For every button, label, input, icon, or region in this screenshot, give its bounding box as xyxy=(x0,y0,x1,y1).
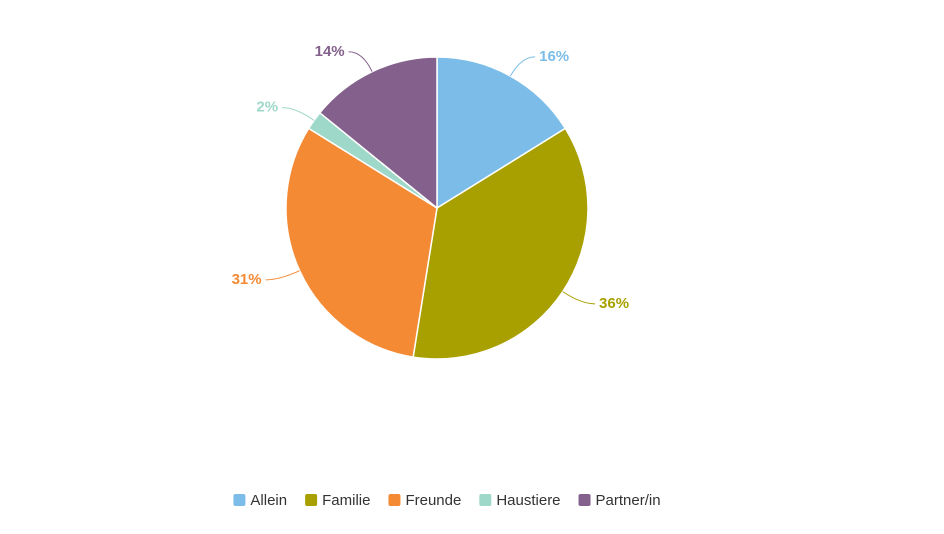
legend-label: Allein xyxy=(250,492,287,509)
legend-label: Freunde xyxy=(405,492,461,509)
pie-slice xyxy=(436,56,567,210)
data-label: 14% xyxy=(315,43,345,60)
legend-swatch xyxy=(388,494,401,506)
leader-line xyxy=(282,107,315,121)
data-label: 2% xyxy=(256,99,278,116)
legend: Allein Familie Freunde Haustiere Partner/in xyxy=(233,492,661,509)
legend-label: Haustiere xyxy=(496,492,560,509)
leader-line xyxy=(348,51,373,72)
leader-line xyxy=(509,56,536,77)
legend-swatch xyxy=(578,494,591,506)
leader-line xyxy=(265,270,300,281)
legend-label: Familie xyxy=(322,492,370,509)
legend-swatch xyxy=(305,494,318,506)
legend-label: Partner/in xyxy=(596,492,661,509)
data-label: 31% xyxy=(232,271,262,288)
pie-slice xyxy=(318,56,438,210)
legend-swatch xyxy=(479,494,492,506)
leader-line xyxy=(562,291,596,305)
data-label: 16% xyxy=(539,48,569,65)
legend-swatch xyxy=(233,494,246,506)
data-label: 36% xyxy=(599,295,629,312)
